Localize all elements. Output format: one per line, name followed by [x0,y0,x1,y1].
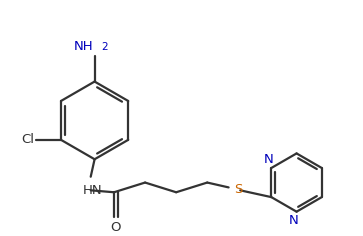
Text: 2: 2 [101,42,107,52]
Text: N: N [289,214,298,227]
Text: O: O [111,221,121,234]
Text: NH: NH [74,40,94,53]
Text: Cl: Cl [21,133,34,146]
Text: S: S [234,183,243,196]
Text: HN: HN [83,184,102,197]
Text: N: N [264,153,273,166]
